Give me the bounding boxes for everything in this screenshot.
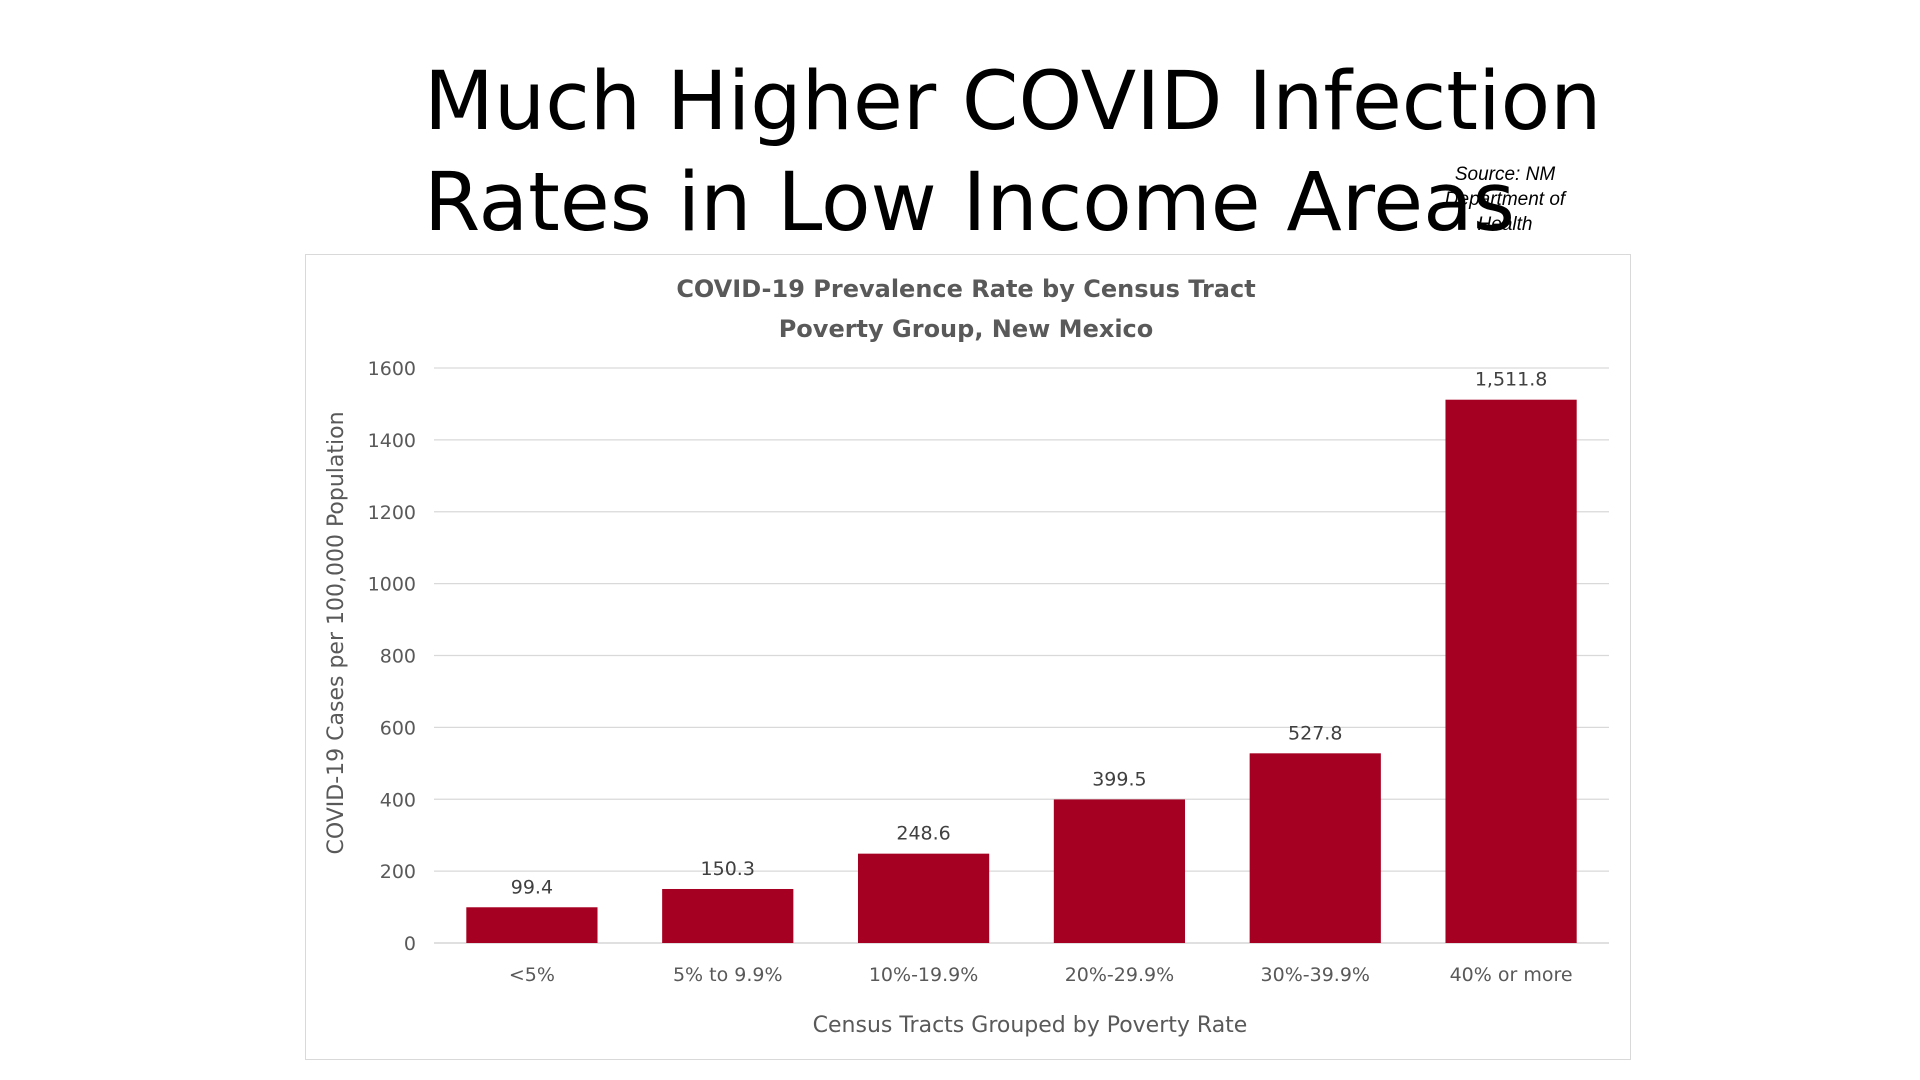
x-tick-label: 5% to 9.9% (673, 964, 783, 986)
bar (1249, 753, 1381, 943)
bar-chart: COVID-19 Prevalence Rate by Census Tract… (324, 275, 1609, 1038)
x-tick-label: 40% or more (1450, 964, 1573, 986)
y-tick-label: 0 (404, 933, 416, 955)
x-tick-label: 10%-19.9% (869, 964, 978, 986)
data-label: 1,511.8 (1475, 369, 1548, 391)
data-label: 527.8 (1288, 722, 1342, 744)
y-tick-label: 200 (380, 861, 416, 883)
data-label: 399.5 (1092, 768, 1146, 790)
y-tick-label: 1200 (368, 502, 416, 524)
x-axis-title: Census Tracts Grouped by Poverty Rate (813, 1013, 1248, 1038)
x-tick-label: 20%-29.9% (1065, 964, 1174, 986)
bar (466, 907, 598, 943)
bar (857, 853, 990, 943)
gridlines (434, 367, 1609, 944)
chart-title-line-1: COVID-19 Prevalence Rate by Census Tract (676, 275, 1255, 303)
data-label: 248.6 (896, 823, 950, 845)
y-tick-label: 1600 (368, 358, 416, 380)
x-tick-label: 30%-39.9% (1261, 964, 1370, 986)
y-tick-label: 1400 (368, 430, 416, 452)
bars (466, 399, 1577, 943)
data-label: 150.3 (701, 858, 755, 880)
bar (662, 888, 794, 943)
y-tick-label: 800 (380, 646, 416, 668)
y-tick-label: 400 (380, 789, 416, 811)
x-axis-ticks: <5% 5% to 9.9% 10%-19.9% 20%-29.9% 30%-39.9%… (509, 964, 1573, 986)
y-tick-label: 600 (380, 717, 416, 739)
slide-title-line-2: Rates in Low Income Areas (424, 156, 1515, 250)
bar (1445, 399, 1577, 943)
source-note-line-3: Health (1477, 214, 1533, 235)
y-tick-label: 1000 (368, 574, 416, 596)
source-note-line-2: Department of (1444, 189, 1566, 210)
y-axis-ticks: 0 200 400 600 800 1000 1200 1400 1600 (368, 358, 416, 955)
data-labels: 99.4 150.3 248.6 399.5 527.8 1,511.8 (511, 369, 1548, 899)
chart-title-line-2: Poverty Group, New Mexico (779, 315, 1154, 343)
slide-title: Much Higher COVID Infection Rates in Low… (424, 52, 1602, 254)
data-label: 99.4 (511, 876, 553, 898)
source-note-line-1: Source: NM (1454, 164, 1556, 185)
source-note: Source: NM Department of Health (1430, 162, 1580, 237)
y-axis-title: COVID-19 Cases per 100,000 Population (324, 411, 349, 854)
x-tick-label: <5% (509, 964, 555, 986)
bar (1053, 799, 1186, 943)
slide-title-line-1: Much Higher COVID Infection (424, 55, 1602, 149)
